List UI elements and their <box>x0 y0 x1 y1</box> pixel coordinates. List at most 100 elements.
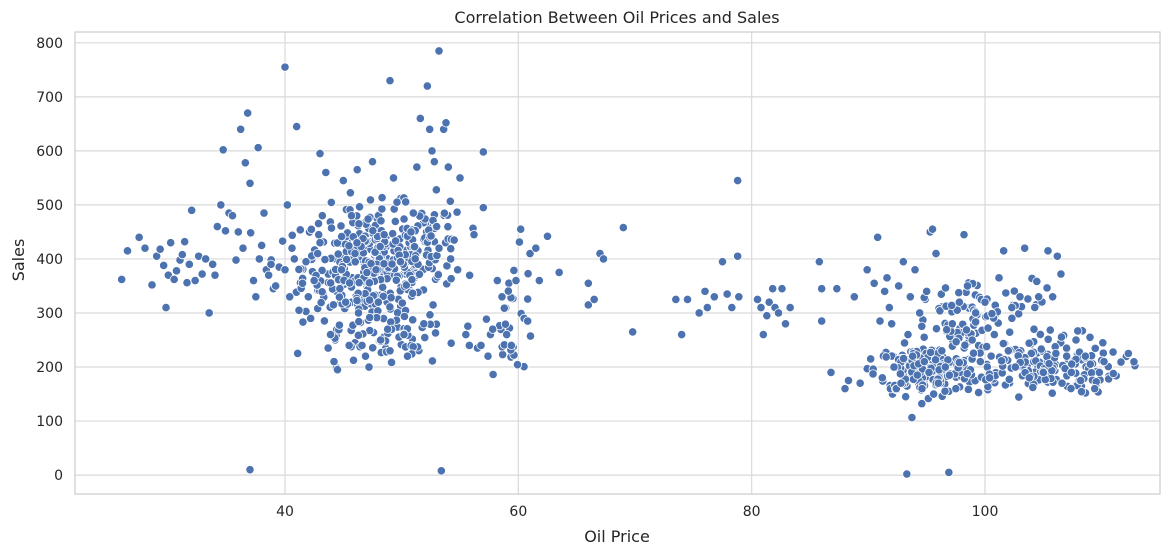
scatter-point <box>894 281 904 291</box>
scatter-point <box>313 248 323 259</box>
scatter-point <box>227 211 238 221</box>
scatter-point <box>483 351 493 361</box>
x-tick-labels: 40 60 80 100 <box>276 504 998 520</box>
scatter-point <box>922 286 932 296</box>
scatter-point <box>1044 359 1054 369</box>
scatter-point <box>875 316 885 326</box>
scatter-point <box>1062 351 1072 361</box>
scatter-point <box>406 227 416 237</box>
scatter-point <box>1028 382 1038 393</box>
scatter-point <box>420 332 430 343</box>
scatter-point <box>422 81 432 91</box>
scatter-point <box>905 292 915 302</box>
scatter-point <box>337 231 347 242</box>
scatter-point <box>1038 367 1048 378</box>
scatter-point <box>366 259 376 269</box>
scatter-point <box>336 221 346 231</box>
scatter-point <box>385 302 395 312</box>
y-tick-label: 800 <box>36 36 63 52</box>
scatter-point <box>295 225 305 235</box>
scatter-point <box>315 238 325 248</box>
scatter-point <box>282 200 292 210</box>
scatter-point <box>469 230 479 240</box>
scatter-point <box>1056 269 1066 279</box>
scatter-point <box>218 145 228 155</box>
scatter-point <box>980 297 990 307</box>
scatter-point <box>314 230 324 240</box>
scatter-point <box>554 267 564 278</box>
scatter-point <box>246 228 256 238</box>
scatter-point <box>464 340 474 351</box>
scatter-point <box>335 284 345 294</box>
scatter-point <box>434 243 444 253</box>
scatter-point <box>368 226 378 236</box>
scatter-point <box>935 306 945 316</box>
scatter-point <box>385 346 395 356</box>
scatter-point <box>1071 335 1081 345</box>
scatter-point <box>122 246 133 256</box>
scatter-point <box>768 284 778 294</box>
scatter-point <box>441 118 451 128</box>
scatter-point <box>967 335 977 345</box>
scatter-point <box>618 223 628 233</box>
scatter-point <box>884 302 894 313</box>
scatter-point <box>278 236 288 246</box>
scatter-point <box>598 254 609 264</box>
scatter-point <box>344 241 354 251</box>
scatter-point <box>442 261 452 271</box>
scatter-point <box>476 340 486 351</box>
scatter-point <box>1004 374 1014 384</box>
scatter-point <box>1116 357 1126 367</box>
scatter-point <box>717 257 728 267</box>
scatter-point <box>320 254 330 265</box>
x-axis-title: Oil Price <box>584 527 650 546</box>
scatter-point <box>220 226 231 236</box>
scatter-point <box>583 300 593 310</box>
scatter-point <box>453 265 463 275</box>
scatter-point <box>1030 302 1040 313</box>
scatter-point <box>134 232 144 242</box>
scatter-point <box>940 386 950 396</box>
data-points <box>117 46 1140 479</box>
scatter-point <box>764 297 774 307</box>
scatter-point <box>326 197 336 208</box>
scatter-point <box>289 254 299 264</box>
scatter-point <box>986 351 996 361</box>
scatter-point <box>1062 343 1072 353</box>
scatter-point <box>722 289 732 299</box>
scatter-point <box>439 208 449 218</box>
scatter-point <box>880 286 890 296</box>
scatter-point <box>245 465 255 475</box>
scatter-point <box>777 284 787 294</box>
scatter-point <box>379 230 389 240</box>
y-tick-label: 200 <box>36 360 63 376</box>
scatter-point <box>415 113 425 124</box>
scatter-point <box>407 275 417 285</box>
scatter-point <box>877 373 887 383</box>
scatter-point <box>752 294 763 305</box>
scatter-point <box>443 222 453 232</box>
scatter-point <box>832 284 842 294</box>
scatter-point <box>525 248 535 259</box>
scatter-point <box>370 247 380 257</box>
scatter-point <box>238 243 248 253</box>
scatter-point <box>345 188 356 198</box>
scatter-point <box>336 265 347 275</box>
scatter-point <box>942 325 952 335</box>
scatter-point <box>908 351 918 361</box>
scatter-point <box>353 308 364 318</box>
scatter-point <box>353 330 363 340</box>
scatter-point <box>780 319 791 329</box>
scatter-point <box>187 205 197 215</box>
scatter-point <box>338 175 348 186</box>
scatter-point <box>1023 294 1033 304</box>
scatter-point <box>1051 348 1061 359</box>
scatter-point <box>212 221 222 232</box>
scatter-point <box>402 351 413 361</box>
scatter-point <box>509 265 519 276</box>
scatter-point <box>371 265 381 275</box>
scatter-point <box>947 319 957 329</box>
scatter-point <box>915 308 925 318</box>
scatter-point <box>254 254 264 264</box>
